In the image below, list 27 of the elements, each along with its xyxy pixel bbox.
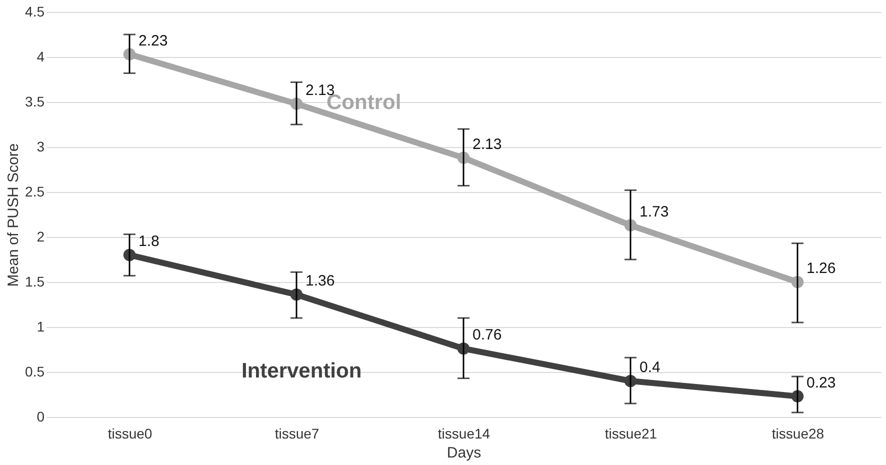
annotation: 2.13 [472,136,502,153]
x-tick-label: tissue21 [604,426,658,442]
annotation: 1.8 [138,233,160,250]
x-tick-label: tissue14 [438,426,490,442]
y-tick-label: 2 [36,228,45,244]
y-tick-label: 0.5 [25,364,45,380]
annotation: 1.73 [640,203,669,220]
series-label: Intervention [242,360,362,383]
x-tick-label: tissue28 [772,426,824,442]
y-tick-label: 1.5 [25,274,45,290]
x-tick-label: tissue0 [108,426,152,442]
y-tick-label: 1 [36,318,45,334]
annotation: 1.36 [306,272,335,290]
y-tick-label: 3.5 [25,94,45,110]
annotation: 0.76 [472,326,502,344]
annotation: 1.26 [806,260,836,277]
y-axis-title: Mean of PUSH Score [5,143,22,287]
y-tick-label: 4.5 [25,4,45,20]
annotation: 0.23 [806,374,836,392]
annotation: 0.4 [640,359,660,376]
y-tick-label: 2.5 [25,184,45,200]
y-tick-label: 3 [36,138,45,154]
y-tick-label: 0 [36,408,45,424]
x-tick-label: tissue7 [274,426,320,442]
y-tick-label: 4 [36,48,45,64]
x-axis-title: Days [446,444,482,462]
annotation: 2.23 [138,32,168,50]
